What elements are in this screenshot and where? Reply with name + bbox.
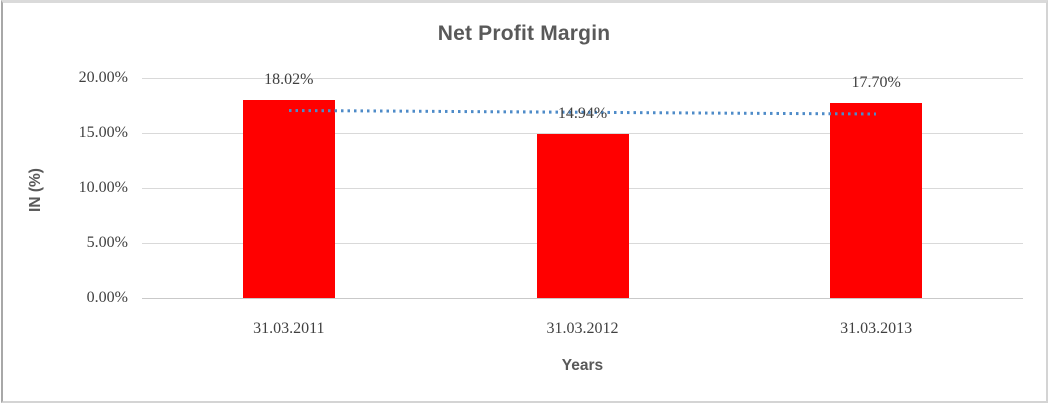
gridline-15.00%	[142, 133, 1023, 134]
y-tick-label-15.00%: 15.00%	[78, 124, 128, 141]
x-axis-title: Years	[561, 357, 604, 374]
gridline-0.00%	[142, 298, 1023, 299]
bar-31.03.2011	[242, 99, 335, 298]
chart-title: Net Profit Margin	[437, 22, 611, 45]
y-tick-label-5.00%: 5.00%	[86, 234, 128, 251]
y-tick-label-0.00%: 0.00%	[86, 289, 128, 306]
data-label-31.03.2012: 14.94%	[557, 104, 608, 122]
category-label-31.03.2013: 31.03.2013	[840, 320, 913, 337]
y-tick-label-20.00%: 20.00%	[78, 69, 128, 86]
data-label-31.03.2013: 17.70%	[851, 74, 901, 92]
bar-31.03.2012	[536, 133, 629, 298]
category-label-31.03.2012: 31.03.2012	[546, 320, 619, 337]
gridline-20.00%	[142, 78, 1023, 79]
category-label-31.03.2011: 31.03.2011	[253, 320, 325, 337]
bar-31.03.2013	[830, 103, 923, 298]
data-label-31.03.2011: 18.02%	[264, 70, 314, 88]
y-tick-label-10.00%: 10.00%	[78, 179, 128, 196]
